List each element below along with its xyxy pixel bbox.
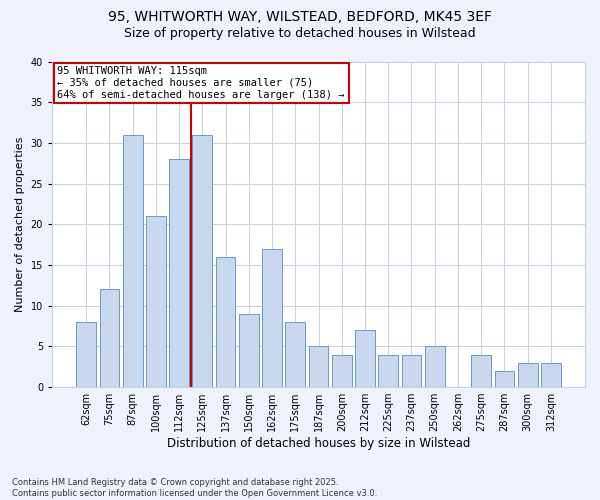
Bar [216, 257, 235, 387]
X-axis label: Distribution of detached houses by size in Wilstead: Distribution of detached houses by size … [167, 437, 470, 450]
Text: 95 WHITWORTH WAY: 115sqm
← 35% of detached houses are smaller (75)
64% of semi-d: 95 WHITWORTH WAY: 115sqm ← 35% of detach… [58, 66, 345, 100]
Text: Size of property relative to detached houses in Wilstead: Size of property relative to detached ho… [124, 28, 476, 40]
Bar [518, 362, 538, 387]
Bar [169, 159, 189, 387]
Bar [123, 135, 143, 387]
Bar [100, 290, 119, 387]
Bar [541, 362, 561, 387]
Bar [308, 346, 328, 387]
Text: 95, WHITWORTH WAY, WILSTEAD, BEDFORD, MK45 3EF: 95, WHITWORTH WAY, WILSTEAD, BEDFORD, MK… [108, 10, 492, 24]
Bar [239, 314, 259, 387]
Bar [262, 248, 282, 387]
Bar [355, 330, 375, 387]
Bar [494, 371, 514, 387]
Y-axis label: Number of detached properties: Number of detached properties [15, 136, 25, 312]
Bar [379, 354, 398, 387]
Bar [286, 322, 305, 387]
Bar [332, 354, 352, 387]
Bar [472, 354, 491, 387]
Bar [193, 135, 212, 387]
Text: Contains HM Land Registry data © Crown copyright and database right 2025.
Contai: Contains HM Land Registry data © Crown c… [12, 478, 377, 498]
Bar [76, 322, 96, 387]
Bar [146, 216, 166, 387]
Bar [401, 354, 421, 387]
Bar [425, 346, 445, 387]
